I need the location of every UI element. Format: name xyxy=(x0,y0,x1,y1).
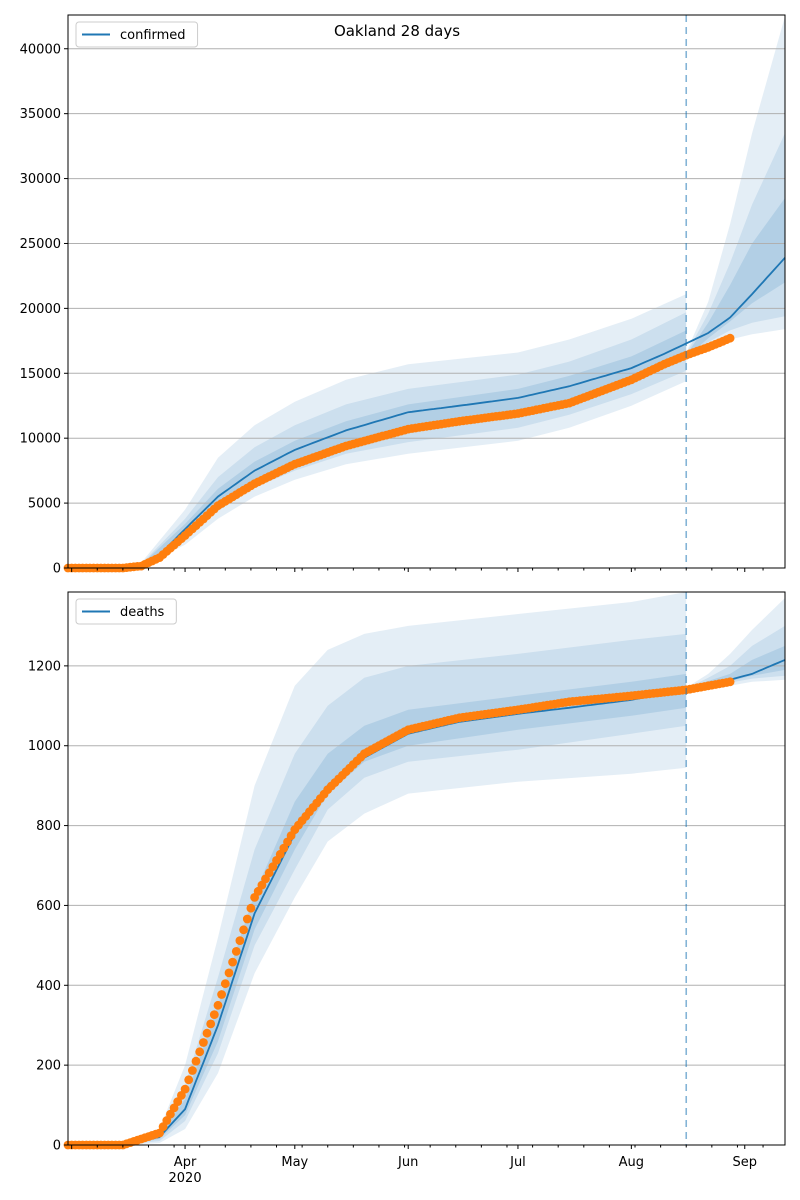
x-tick-label: Aug xyxy=(619,1155,644,1170)
y-tick-label: 600 xyxy=(36,899,61,914)
x-tick-label: Jun xyxy=(397,1155,418,1170)
confirmed-gridlines xyxy=(68,48,785,569)
uncertainty-band xyxy=(686,645,785,691)
y-tick-label: 400 xyxy=(36,979,61,994)
y-tick-label: 1000 xyxy=(28,739,61,754)
uncertainty-band xyxy=(68,592,687,1145)
observed-point xyxy=(220,979,230,989)
y-tick-label: 15000 xyxy=(20,367,61,382)
x-tick-label: Apr xyxy=(174,1155,197,1170)
uncertainty-band xyxy=(68,673,687,1145)
confirmed-observed-points xyxy=(63,333,735,573)
observed-point xyxy=(242,914,252,924)
y-tick-label: 200 xyxy=(36,1059,61,1074)
y-tick-label: 0 xyxy=(53,562,61,577)
figure-title: Oakland 28 days xyxy=(334,22,460,40)
x-tick-label: Jul xyxy=(509,1155,526,1170)
y-tick-label: 30000 xyxy=(20,172,61,187)
deaths-y-axis: 0 200 400 600 800 1000 1200 xyxy=(28,659,68,1154)
observed-point xyxy=(224,968,234,978)
deaths-observed-points xyxy=(63,677,735,1150)
deaths-legend-box xyxy=(75,598,177,625)
observed-point xyxy=(231,947,241,956)
y-tick-label: 0 xyxy=(53,1139,61,1154)
uncertainty-band xyxy=(68,633,687,1145)
y-tick-label: 1200 xyxy=(28,659,61,674)
observed-point xyxy=(725,333,735,343)
observed-point xyxy=(188,1066,197,1075)
confirmed-legend-box xyxy=(75,21,199,48)
observed-point xyxy=(206,1019,216,1029)
uncertainty-band xyxy=(686,598,785,692)
observed-point xyxy=(246,903,256,913)
deaths-uncertainty-bands xyxy=(68,592,785,1145)
observed-point xyxy=(209,1010,219,1019)
confirmed-y-axis: 0 5000 10000 15000 20000 25000 30000 35000 40000 xyxy=(20,42,68,577)
observed-point xyxy=(184,1075,194,1085)
uncertainty-band xyxy=(68,330,687,568)
confirmed-axes-frame xyxy=(67,14,786,569)
deaths-axes-frame xyxy=(67,591,786,1146)
observed-point xyxy=(235,936,245,945)
observed-point xyxy=(228,957,238,967)
observed-point xyxy=(195,1047,205,1057)
confirmed-model-line xyxy=(68,257,786,569)
observed-point xyxy=(180,1084,190,1094)
x-tick-label: Sep xyxy=(733,1155,758,1170)
y-tick-label: 40000 xyxy=(20,42,61,57)
confirmed-panel: 0 5000 10000 15000 20000 25000 30000 35000 40000… xyxy=(20,14,786,577)
uncertainty-band xyxy=(686,625,785,691)
observed-point xyxy=(202,1028,212,1038)
observed-point xyxy=(217,990,227,999)
y-tick-label: 800 xyxy=(36,819,61,834)
uncertainty-band xyxy=(686,198,785,358)
deaths-legend-label: deaths xyxy=(120,605,165,620)
observed-point xyxy=(239,925,249,935)
confirmed-x-axis xyxy=(71,568,764,572)
confirmed-legend: confirmed xyxy=(75,21,199,48)
deaths-legend: deaths xyxy=(75,598,177,625)
observed-point xyxy=(191,1056,201,1066)
uncertainty-band xyxy=(686,133,785,359)
model-series-line xyxy=(68,257,786,569)
uncertainty-band xyxy=(686,16,785,361)
confirmed-uncertainty-bands xyxy=(68,16,785,568)
deaths-panel: 0 200 400 600 800 1000 1200 Apr May Jun Jul Aug Sep… xyxy=(28,591,786,1186)
y-tick-label: 35000 xyxy=(20,107,61,122)
y-tick-label: 10000 xyxy=(20,432,61,447)
y-tick-label: 20000 xyxy=(20,302,61,317)
deaths-x-axis: Apr May Jun Jul Aug Sep 2020 xyxy=(71,1145,764,1186)
observed-point xyxy=(213,1000,223,1010)
confirmed-legend-label: confirmed xyxy=(120,28,186,43)
x-year-label: 2020 xyxy=(169,1171,202,1186)
y-tick-label: 5000 xyxy=(28,497,61,512)
x-tick-label: May xyxy=(281,1155,308,1170)
observed-point xyxy=(199,1038,208,1047)
y-tick-label: 25000 xyxy=(20,237,61,252)
observed-point xyxy=(725,677,735,687)
